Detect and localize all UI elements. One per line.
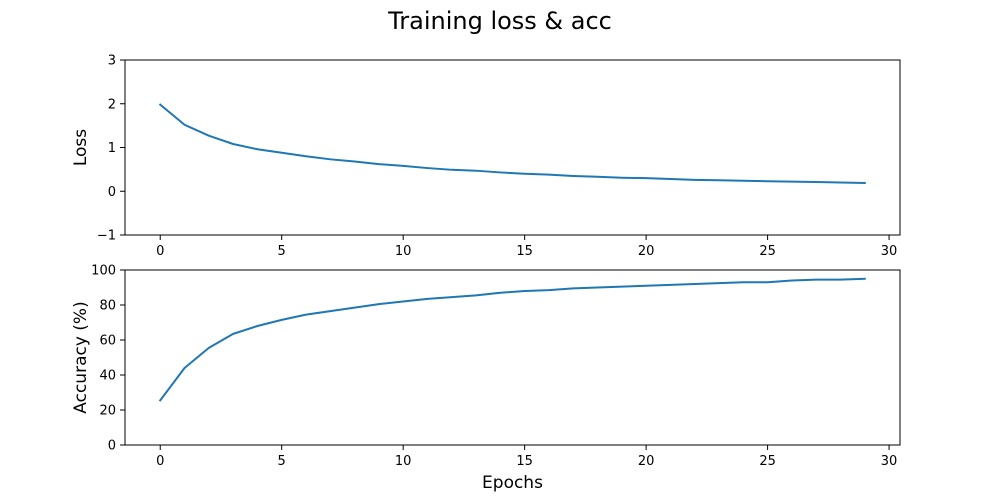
- loss-xtick-label: 15: [516, 244, 533, 259]
- loss-xtick-label: 25: [759, 244, 776, 259]
- accuracy-subplot: 0 5 10 15 20 25 30 0 20 40 60 80 100 Accuracy (%) Epoc…: [71, 264, 901, 493]
- loss-ytick-label: 0: [108, 185, 116, 200]
- accuracy-ytick-label: 100: [91, 264, 116, 279]
- accuracy-xtick-label: 20: [638, 454, 655, 469]
- loss-ytick-label: 3: [108, 54, 116, 69]
- loss-xtick-label: 0: [156, 244, 164, 259]
- loss-xtick-label: 20: [638, 244, 655, 259]
- accuracy-ytick-label: 40: [99, 369, 116, 384]
- accuracy-xtick-label: 25: [759, 454, 776, 469]
- loss-xtick-label: 30: [881, 244, 898, 259]
- accuracy-xtick-label: 15: [516, 454, 533, 469]
- accuracy-xtick-label: 0: [156, 454, 164, 469]
- loss-ytick-label: 1: [108, 141, 116, 156]
- loss-axes-frame: [124, 59, 901, 236]
- loss-xtick-label: 5: [278, 244, 286, 259]
- subplots: 0 5 10 15 20 25 30 −1 0 1 2 3 Loss 0 5 10 15 20 25 30 0 20 40 6…: [71, 54, 901, 493]
- accuracy-xtick-label: 30: [881, 454, 898, 469]
- accuracy-xtick-label: 10: [395, 454, 412, 469]
- accuracy-ytick-label: 80: [99, 299, 116, 314]
- accuracy-x-axis-label: Epochs: [482, 473, 543, 493]
- loss-subplot: 0 5 10 15 20 25 30 −1 0 1 2 3 Loss: [71, 54, 901, 259]
- accuracy-ytick-label: 20: [99, 404, 116, 419]
- loss-series-line: [158, 103, 866, 184]
- accuracy-xtick-label: 5: [278, 454, 286, 469]
- accuracy-ytick-label: 0: [108, 439, 116, 454]
- accuracy-ytick-label: 60: [99, 334, 116, 349]
- accuracy-y-axis-label: Accuracy (%): [71, 301, 91, 413]
- loss-y-axis-label: Loss: [71, 129, 91, 166]
- loss-xtick-label: 10: [395, 244, 412, 259]
- loss-ytick-label: 2: [108, 97, 116, 112]
- loss-ytick-label: −1: [97, 229, 116, 244]
- accuracy-axes-frame: [124, 269, 901, 446]
- accuracy-series-line: [158, 277, 866, 402]
- figure-title: Training loss & acc: [387, 7, 612, 35]
